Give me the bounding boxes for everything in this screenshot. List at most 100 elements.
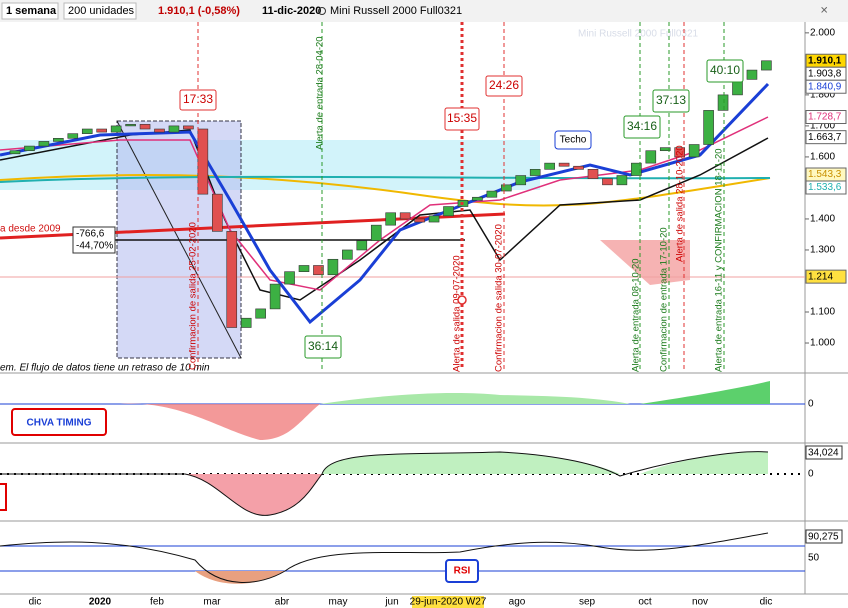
candle xyxy=(515,175,527,186)
price-badge xyxy=(805,180,847,195)
candle xyxy=(96,128,107,133)
chva-neg xyxy=(120,403,320,440)
exit-marker xyxy=(457,295,467,305)
y-tick-label: 1.000 xyxy=(810,338,835,349)
candle xyxy=(212,193,223,232)
units-select[interactable] xyxy=(63,2,137,20)
candle xyxy=(428,215,440,223)
x-tick-label: may xyxy=(329,597,348,608)
candle xyxy=(269,283,281,310)
osc-last: 34,024 xyxy=(808,448,839,459)
chva-title-box xyxy=(11,408,107,436)
candle xyxy=(313,265,324,276)
vertical-note: Confirmacion de entrada 17-10-20 xyxy=(659,227,670,372)
candle xyxy=(342,249,353,260)
rsi-last: 90,275 xyxy=(808,532,839,543)
x-tick-label: 2020 xyxy=(89,597,112,608)
rsi-neg xyxy=(195,571,285,584)
count-box xyxy=(706,59,744,83)
osc-zero: 0 xyxy=(808,469,814,480)
candle xyxy=(587,169,599,179)
ma-cyan xyxy=(0,175,771,183)
watermark: Mini Russell 2000 Full0321 xyxy=(578,29,699,40)
vertical-note: Alerta de entrada 28-04-20 xyxy=(315,36,326,150)
candle xyxy=(544,162,555,170)
vertical-note: Alerta de salida 09-07-2020 xyxy=(452,255,463,372)
y-tick-label: 1.300 xyxy=(810,245,835,256)
drop-pct: -44,70% xyxy=(76,241,113,252)
period-select[interactable] xyxy=(1,2,59,20)
candle xyxy=(500,184,512,192)
techo-box xyxy=(554,130,592,150)
candle xyxy=(197,128,209,195)
count-box xyxy=(179,89,217,111)
candle xyxy=(168,125,180,133)
badge xyxy=(805,529,843,544)
count-box xyxy=(485,75,523,97)
candle xyxy=(659,147,671,152)
price-badge-label: 1.728,7 xyxy=(808,112,842,123)
x-tick-label: jun xyxy=(384,597,398,608)
candle xyxy=(399,212,411,220)
rsi-mid: 50 xyxy=(808,553,820,564)
last-price: 1.910,1 (-0,58%) xyxy=(158,5,240,17)
y-tick-label: 1.600 xyxy=(810,152,835,163)
candles xyxy=(9,60,772,328)
candle xyxy=(53,138,64,142)
y-tick-label: 2.000 xyxy=(810,27,835,38)
drop-box-label xyxy=(72,226,116,254)
candle xyxy=(370,224,382,241)
count-box xyxy=(623,115,661,139)
candle xyxy=(38,141,50,147)
candle xyxy=(717,94,729,111)
price-badge-label: 1.840,9 xyxy=(808,81,842,92)
close-button[interactable]: ✕ xyxy=(820,6,828,17)
candle xyxy=(529,169,541,176)
x-tick-label: oct xyxy=(638,597,652,608)
trend-label: a desde 2009 xyxy=(0,224,61,235)
count-box xyxy=(304,335,342,359)
candle xyxy=(298,265,310,272)
y-tick-label: 1.400 xyxy=(810,214,835,225)
osc-line xyxy=(0,451,769,516)
ma-black xyxy=(0,129,769,301)
count-label: 40:10 xyxy=(710,63,740,77)
candle xyxy=(24,145,35,152)
x-tick-label: nov xyxy=(692,597,708,608)
price-badge-label: 1.214 xyxy=(808,271,833,282)
cloud xyxy=(0,140,540,190)
candle xyxy=(631,162,642,176)
delay-note: em. El flujo de datos tiene un retraso d… xyxy=(0,363,210,374)
osc-title-box xyxy=(0,483,7,511)
price-badge-label: 1.543,3 xyxy=(808,169,842,180)
x-tick-label: ago xyxy=(509,597,526,608)
period[interactable]: 1 semana xyxy=(6,5,57,17)
count-box xyxy=(444,107,480,131)
units[interactable]: 200 unidades xyxy=(68,5,135,17)
candle xyxy=(67,133,79,139)
date: 11-dic-2020 xyxy=(262,5,321,17)
candle xyxy=(573,165,584,170)
candle xyxy=(688,144,700,158)
osc-neg xyxy=(185,474,322,516)
candle xyxy=(154,128,165,133)
toolbar xyxy=(0,0,848,22)
count-label: 24:26 xyxy=(489,78,519,92)
instrument: Mini Russell 2000 Full0321 xyxy=(330,5,462,17)
cursor-date-bg xyxy=(412,596,484,608)
candle xyxy=(558,162,570,167)
candle xyxy=(183,125,194,130)
x-tick-label: 29-jun-2020 W27 xyxy=(410,597,487,608)
candle xyxy=(9,150,21,155)
x-tick-label: sep xyxy=(579,597,596,608)
rsi-line xyxy=(0,532,769,583)
candle xyxy=(110,125,122,133)
candle xyxy=(674,147,686,158)
candle xyxy=(327,258,339,276)
radio[interactable] xyxy=(318,7,326,15)
candle xyxy=(255,308,266,319)
candle xyxy=(472,196,483,201)
price-badge xyxy=(805,130,847,145)
annotations: 17:33 15:35 24:26 34:16 37:13 40:10 36:1… xyxy=(0,22,744,374)
